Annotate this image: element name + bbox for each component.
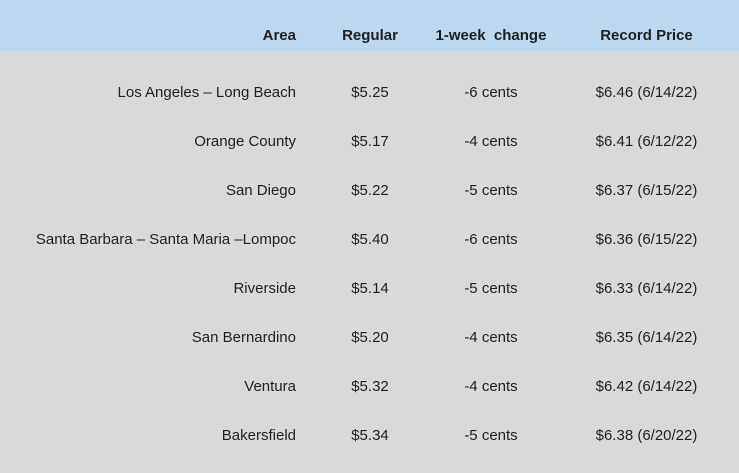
cell-change: -4 cents [464, 133, 518, 150]
table-header-row: Area Regular 1-week change Record Price [0, 0, 739, 51]
cell-record-price: $6.33 (6/14/22) [595, 280, 698, 297]
cell-change: -5 cents [464, 182, 518, 199]
table-row: San Bernardino $5.20 -4 cents $6.35 (6/1… [0, 313, 739, 362]
cell-area: San Diego [225, 182, 296, 199]
cell-area: Bakersfield [221, 427, 296, 444]
cell-record-price: $6.41 (6/12/22) [595, 133, 698, 150]
cell-regular: $5.34 [351, 427, 389, 444]
cell-regular: $5.32 [351, 378, 389, 395]
cell-regular: $5.14 [351, 280, 389, 297]
table-row: Santa Barbara – Santa Maria –Lompoc $5.4… [0, 215, 739, 264]
table-body: Los Angeles – Long Beach $5.25 -6 cents … [0, 51, 739, 460]
table-row: Riverside $5.14 -5 cents $6.33 (6/14/22) [0, 264, 739, 313]
cell-record-price: $6.38 (6/20/22) [595, 427, 698, 444]
cell-regular: $5.20 [351, 329, 389, 346]
cell-area: Los Angeles – Long Beach [117, 84, 296, 101]
cell-area: Orange County [194, 133, 296, 150]
cell-area: San Bernardino [191, 329, 296, 346]
cell-area: Riverside [233, 280, 296, 297]
cell-regular: $5.40 [351, 231, 389, 248]
cell-area: Ventura [244, 378, 296, 395]
table-row: Orange County $5.17 -4 cents $6.41 (6/12… [0, 117, 739, 166]
cell-record-price: $6.46 (6/14/22) [595, 84, 698, 101]
cell-area: Santa Barbara – Santa Maria –Lompoc [35, 231, 296, 248]
cell-change: -5 cents [464, 280, 518, 297]
cell-change: -4 cents [464, 329, 518, 346]
table-row: Bakersfield $5.34 -5 cents $6.38 (6/20/2… [0, 411, 739, 460]
cell-change: -6 cents [464, 84, 518, 101]
column-header-regular: Regular [342, 27, 398, 44]
column-header-record: Record Price [600, 27, 693, 44]
table-row: Los Angeles – Long Beach $5.25 -6 cents … [0, 68, 739, 117]
cell-regular: $5.25 [351, 84, 389, 101]
cell-change: -5 cents [464, 427, 518, 444]
table-row: Ventura $5.32 -4 cents $6.42 (6/14/22) [0, 362, 739, 411]
cell-change: -4 cents [464, 378, 518, 395]
table-row: San Diego $5.22 -5 cents $6.37 (6/15/22) [0, 166, 739, 215]
column-header-area: Area [262, 27, 296, 44]
cell-record-price: $6.36 (6/15/22) [595, 231, 698, 248]
column-header-change: 1-week change [435, 27, 547, 44]
cell-record-price: $6.35 (6/14/22) [595, 329, 698, 346]
cell-regular: $5.17 [351, 133, 389, 150]
cell-record-price: $6.42 (6/14/22) [595, 378, 698, 395]
cell-regular: $5.22 [351, 182, 389, 199]
cell-record-price: $6.37 (6/15/22) [595, 182, 698, 199]
cell-change: -6 cents [464, 231, 518, 248]
